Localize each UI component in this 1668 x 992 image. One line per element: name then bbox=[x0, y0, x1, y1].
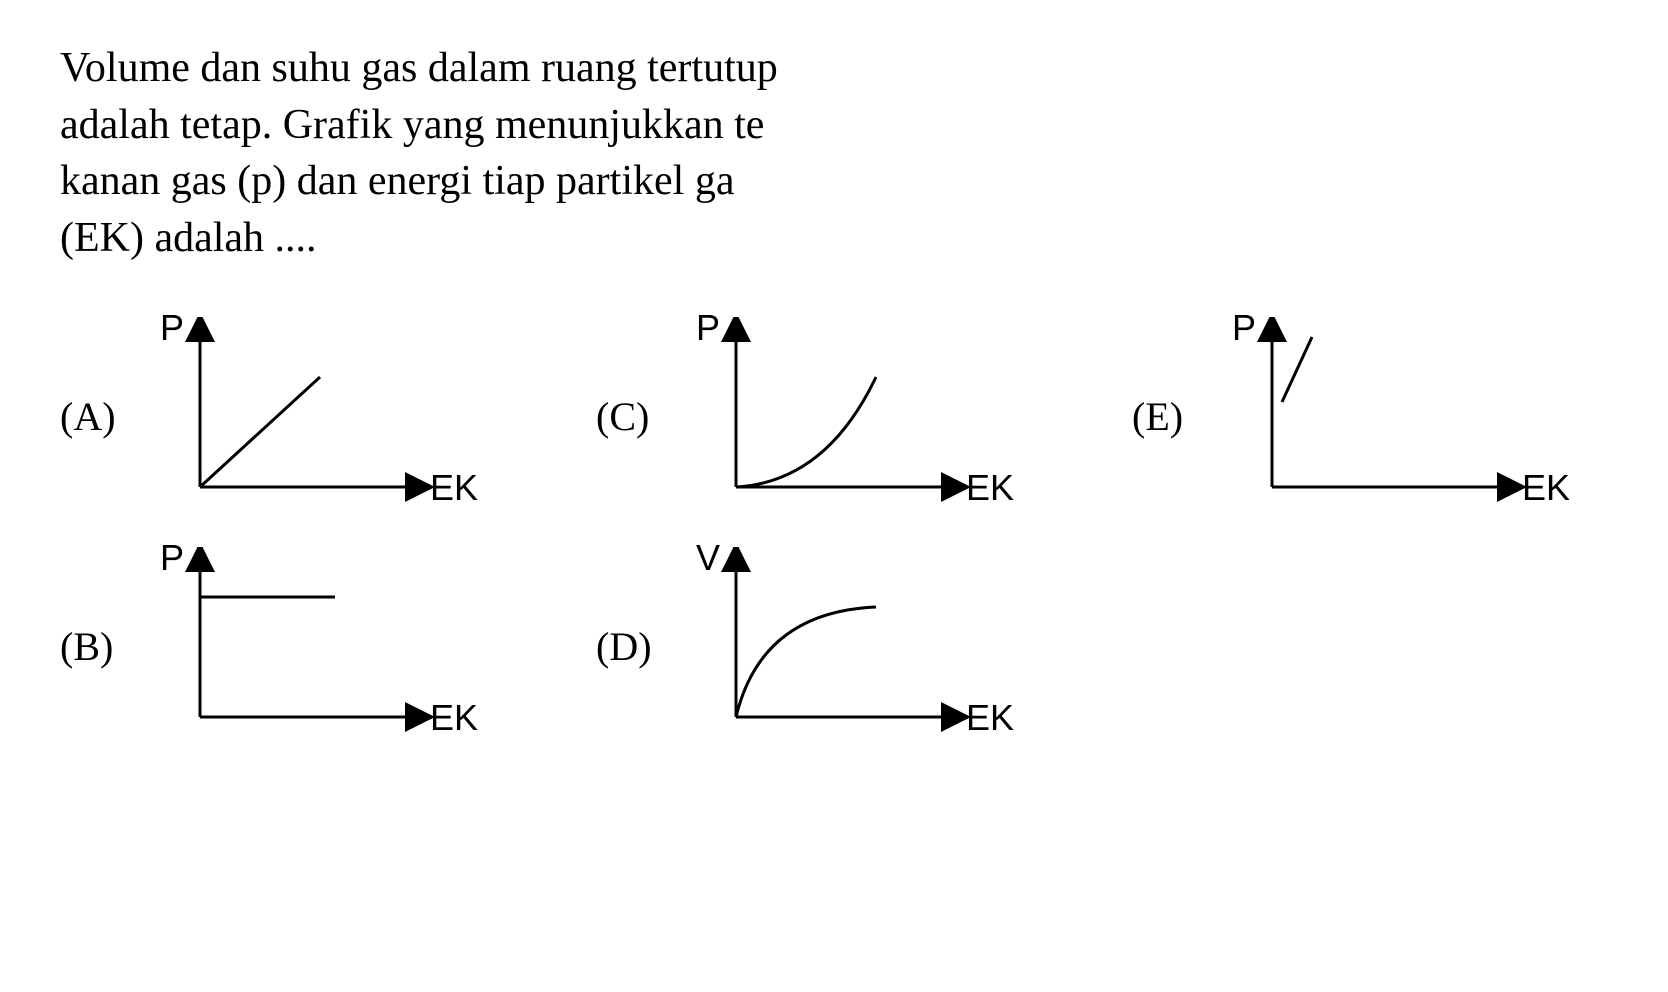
option-c: (C) P EK bbox=[596, 317, 1072, 517]
question-line-2: adalah tetap. Grafik yang menunjukkan te bbox=[60, 102, 764, 148]
chart-e: P EK bbox=[1212, 317, 1572, 517]
option-e-label: (E) bbox=[1132, 393, 1202, 440]
option-c-label: (C) bbox=[596, 393, 666, 440]
option-b: (B) P EK bbox=[60, 547, 536, 747]
chart-b: P EK bbox=[140, 547, 500, 747]
chart-a-x-label: EK bbox=[430, 467, 478, 509]
chart-a-svg bbox=[140, 317, 480, 517]
chart-b-svg bbox=[140, 547, 480, 747]
question-text: Volume dan suhu gas dalam ruang tertutup… bbox=[60, 40, 960, 267]
options-grid: (A) P EK (C) P bbox=[60, 317, 1608, 747]
chart-c-svg bbox=[676, 317, 1016, 517]
option-b-label: (B) bbox=[60, 623, 130, 670]
option-e: (E) P EK bbox=[1132, 317, 1608, 517]
chart-d-x-label: EK bbox=[966, 697, 1014, 739]
option-d-label: (D) bbox=[596, 623, 666, 670]
chart-d: V EK bbox=[676, 547, 1036, 747]
option-a-label: (A) bbox=[60, 393, 130, 440]
chart-e-svg bbox=[1212, 317, 1552, 517]
chart-d-svg bbox=[676, 547, 1016, 747]
question-line-4: (EK) adalah .... bbox=[60, 215, 317, 261]
empty-cell bbox=[1132, 547, 1608, 747]
question-line-3: kanan gas (p) dan energi tiap partikel g… bbox=[60, 158, 734, 204]
chart-c: P EK bbox=[676, 317, 1036, 517]
option-a: (A) P EK bbox=[60, 317, 536, 517]
chart-b-x-label: EK bbox=[430, 697, 478, 739]
question-line-1: Volume dan suhu gas dalam ruang tertutup bbox=[60, 45, 778, 91]
chart-e-x-label: EK bbox=[1522, 467, 1570, 509]
chart-a: P EK bbox=[140, 317, 500, 517]
option-d: (D) V EK bbox=[596, 547, 1072, 747]
chart-c-x-label: EK bbox=[966, 467, 1014, 509]
